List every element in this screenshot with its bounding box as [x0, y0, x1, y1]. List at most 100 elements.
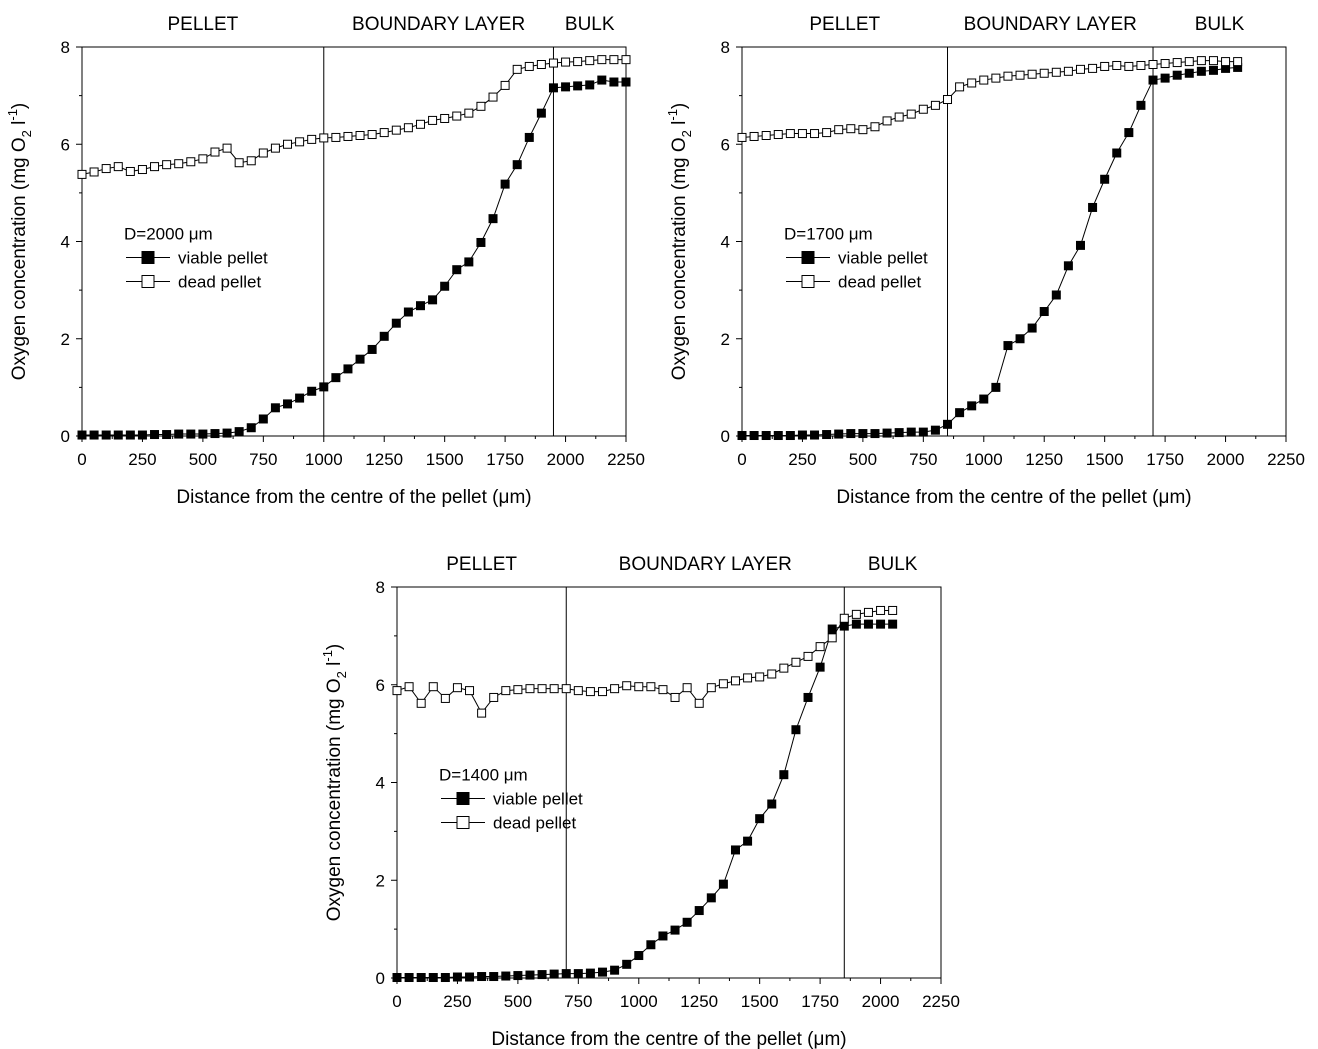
- dead-pellet-point: [415, 119, 425, 129]
- dead-pellet-point: [77, 169, 87, 179]
- dead-pellet-point: [888, 605, 898, 615]
- viable-pellet-point: [210, 429, 220, 439]
- x-tick-label: 1000: [305, 450, 343, 469]
- viable-pellet-point: [1124, 128, 1134, 138]
- x-tick-label: 2250: [1267, 450, 1305, 469]
- dead-pellet-point: [622, 681, 632, 691]
- dead-pellet-point: [585, 56, 595, 66]
- dead-pellet-point: [597, 55, 607, 65]
- region-label: BOUNDARY LAYER: [352, 14, 525, 35]
- dead-pellet-point: [1088, 63, 1098, 73]
- legend-marker: [141, 275, 155, 288]
- region-label: BULK: [1195, 14, 1245, 35]
- viable-pellet-point: [174, 429, 184, 439]
- dead-pellet-point: [464, 108, 474, 118]
- dead-pellet-point: [610, 684, 620, 694]
- dead-pellet-point: [991, 73, 1001, 83]
- legend-marker: [456, 816, 470, 829]
- y-tick-label: 6: [61, 135, 70, 154]
- x-tick-label: 0: [77, 450, 86, 469]
- viable-pellet-point: [906, 427, 916, 437]
- y-tick-label: 8: [721, 38, 730, 57]
- x-tick-label: 750: [249, 450, 277, 469]
- dead-pellet-point: [930, 100, 940, 110]
- y-tick-label: 4: [376, 774, 385, 793]
- viable-pellet-point: [1184, 68, 1194, 78]
- x-tick-label: 2000: [862, 992, 900, 1011]
- viable-pellet-line: [397, 623, 893, 979]
- dead-pellet-point: [658, 685, 668, 695]
- x-axis-label: Distance from the centre of the pellet (…: [176, 487, 531, 508]
- viable-pellet-point: [524, 132, 534, 142]
- dead-pellet-point: [270, 143, 280, 153]
- viable-pellet-point: [822, 430, 832, 440]
- x-axis-label-main: Distance from the centre of the pellet (: [836, 487, 1159, 508]
- dead-pellet-point: [537, 684, 547, 694]
- dead-pellet-point: [737, 132, 747, 142]
- dead-pellet-point: [319, 133, 329, 143]
- dead-pellet-line: [741, 60, 1238, 138]
- dead-pellet-point: [1063, 66, 1073, 76]
- dead-pellet-point: [101, 164, 111, 174]
- dead-pellet-line: [81, 59, 626, 175]
- dead-pellet-point: [452, 111, 462, 121]
- viable-pellet-point: [222, 428, 232, 438]
- viable-pellet-point: [379, 331, 389, 341]
- viable-pellet-point: [863, 619, 873, 629]
- viable-pellet-point: [150, 430, 160, 440]
- viable-pellet-point: [416, 973, 426, 983]
- viable-pellet-point: [1148, 75, 1158, 85]
- y-axis-label-end: ): [669, 103, 690, 109]
- x-axis-label: Distance from the centre of the pellet (…: [491, 1029, 846, 1049]
- y-tick-label: 0: [721, 427, 730, 446]
- y-tick-label: 4: [721, 233, 730, 252]
- y-tick-label: 0: [376, 969, 385, 988]
- dead-pellet-point: [150, 162, 160, 172]
- viable-pellet-point: [737, 431, 747, 441]
- dead-pellet-point: [501, 686, 511, 696]
- dead-pellet-point: [634, 682, 644, 692]
- viable-pellet-point: [851, 619, 861, 629]
- viable-pellet-point: [694, 906, 704, 916]
- viable-pellet-point: [548, 83, 558, 93]
- dead-pellet-point: [870, 122, 880, 132]
- viable-pellet-point: [755, 814, 765, 824]
- legend-label: dead pellet: [493, 814, 576, 833]
- dead-pellet-point: [137, 165, 147, 175]
- dead-pellet-point: [403, 123, 413, 133]
- x-tick-label: 2250: [607, 450, 645, 469]
- dead-pellet-point: [452, 683, 462, 693]
- viable-pellet-point: [137, 430, 147, 440]
- viable-pellet-point: [930, 425, 940, 435]
- dead-pellet-point: [797, 129, 807, 139]
- chart-panel-1: PELLET BOUNDARY LAYER BULK 0 250 500 750 1000 12…: [5, 14, 645, 508]
- viable-pellet-point: [979, 394, 989, 404]
- dead-pellet-point: [561, 684, 571, 694]
- viable-pellet-point: [561, 82, 571, 92]
- viable-pellet-point: [1136, 100, 1146, 110]
- x-tick-label: 1500: [1086, 450, 1124, 469]
- viable-pellet-point: [1015, 334, 1025, 344]
- viable-pellet-point: [870, 429, 880, 439]
- dead-pellet-point: [489, 692, 499, 702]
- dead-pellet-point: [839, 613, 849, 623]
- y-tick-label: 4: [61, 233, 70, 252]
- viable-pellet-point: [465, 972, 475, 982]
- x-tick-label: 750: [909, 450, 937, 469]
- dead-pellet-point: [113, 162, 123, 172]
- viable-pellet-line: [742, 66, 1238, 437]
- viable-pellet-point: [585, 80, 595, 90]
- viable-pellet-point: [513, 971, 523, 981]
- viable-pellet-point: [803, 692, 813, 702]
- dead-pellet-point: [863, 607, 873, 617]
- viable-pellet-point: [283, 399, 293, 409]
- viable-pellet-point: [440, 973, 450, 983]
- dead-pellet-point: [791, 657, 801, 667]
- viable-pellet-point: [646, 940, 656, 950]
- viable-pellet-point: [991, 382, 1001, 392]
- viable-pellet-point: [622, 959, 632, 969]
- dead-pellet-point: [730, 676, 740, 686]
- dead-pellet-point: [1112, 60, 1122, 70]
- viable-pellet-point: [101, 430, 111, 440]
